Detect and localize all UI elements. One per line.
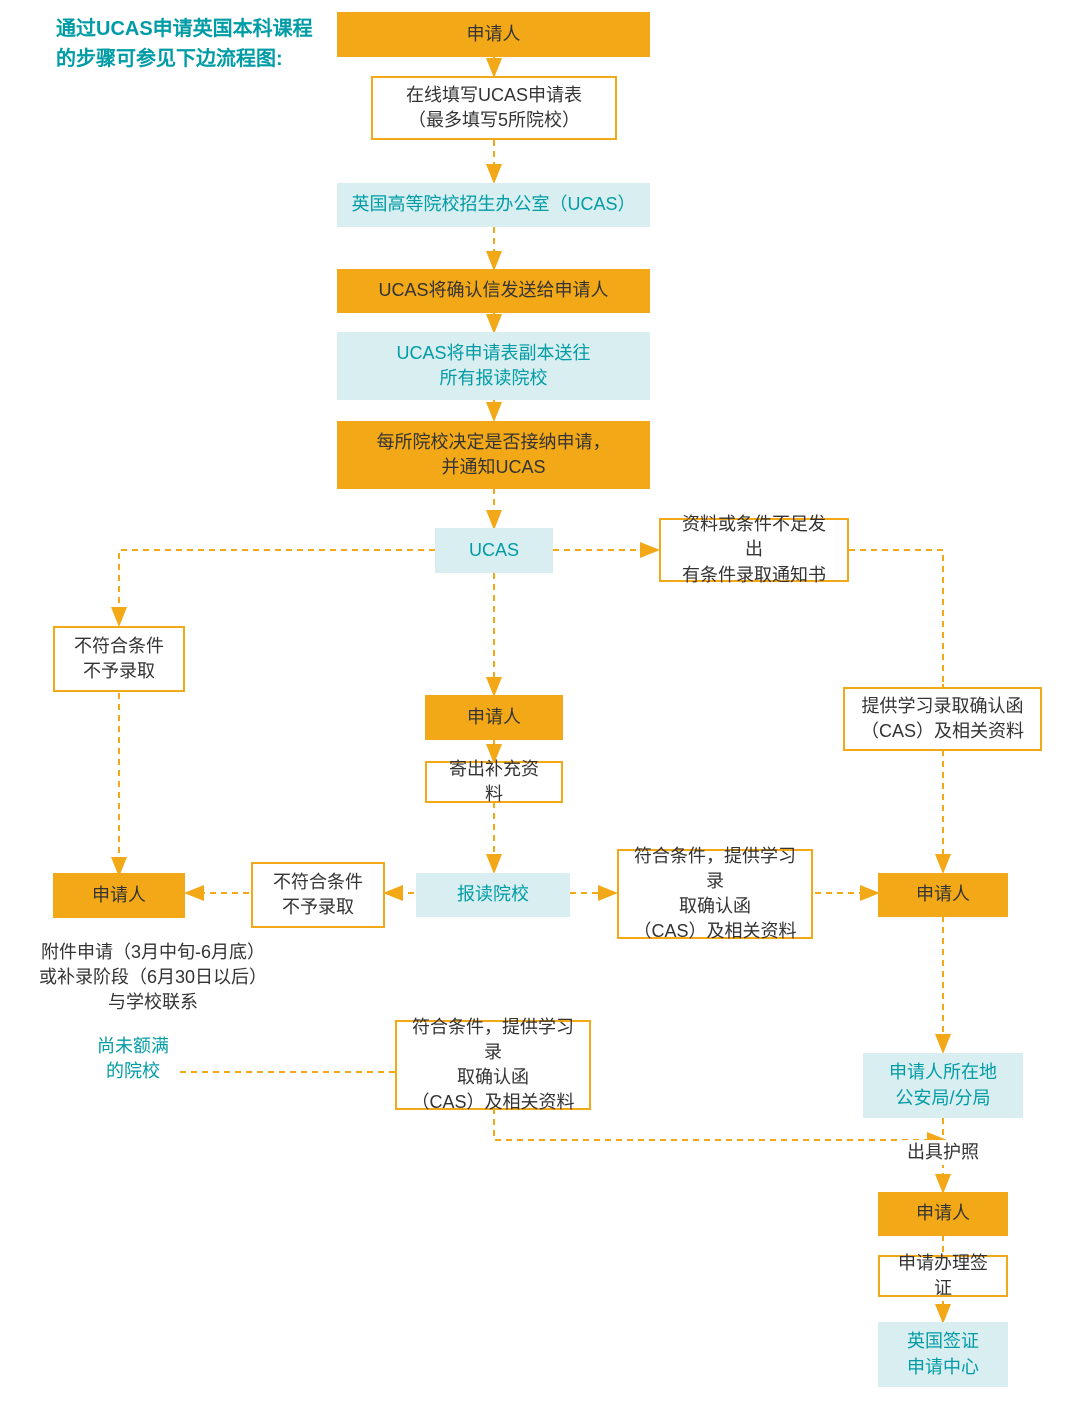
node-conditional-offer: 资料或条件不足发出 有条件录取通知书 [659, 518, 849, 582]
node-text: UCAS [469, 538, 519, 563]
node-reject-2: 不符合条件 不予录取 [251, 862, 385, 928]
node-apply-visa: 申请办理签证 [878, 1255, 1008, 1297]
node-provide-cas-1: 提供学习录取确认函 （CAS）及相关资料 [843, 687, 1042, 751]
node-applicant-1: 申请人 [337, 12, 650, 57]
flowchart-title: 通过UCAS申请英国本科课程 的步骤可参见下边流程图: [56, 14, 313, 74]
node-text: 寄出补充资料 [441, 757, 547, 807]
node-ucas: UCAS [435, 528, 553, 573]
node-applicant-2: 申请人 [425, 695, 563, 740]
node-text: 不符合条件 不予录取 [74, 634, 164, 684]
not-full-school: 尚未额满 的院校 [78, 1034, 188, 1084]
node-text: 申请人 [467, 22, 521, 47]
node-text: 英国高等院校招生办公室（UCAS） [351, 192, 635, 217]
node-text: UCAS将申请表副本送往 所有报读院校 [396, 341, 590, 391]
node-applicant-3: 申请人 [53, 873, 185, 918]
title-line2: 的步骤可参见下边流程图: [56, 44, 313, 74]
node-text: 申请人 [916, 1201, 970, 1226]
node-text: 尚未额满 的院校 [97, 1036, 169, 1081]
issue-passport: 出具护照 [900, 1140, 986, 1165]
node-text: UCAS将确认信发送给申请人 [378, 278, 608, 303]
attach-note: 附件申请（3月中旬-6月底） 或补录阶段（6月30日以后） 与学校联系 [23, 940, 283, 1016]
node-fill-form: 在线填写UCAS申请表 （最多填写5所院校） [371, 76, 617, 140]
title-line1: 通过UCAS申请英国本科课程 [56, 14, 313, 44]
node-text: 在线填写UCAS申请表 （最多填写5所院校） [406, 83, 582, 133]
node-applicant-4: 申请人 [878, 873, 1008, 917]
node-enrolled-school: 报读院校 [416, 873, 570, 917]
node-applicant-5: 申请人 [878, 1192, 1008, 1236]
node-school-decide: 每所院校决定是否接纳申请， 并通知UCAS [337, 421, 650, 489]
node-text: 附件申请（3月中旬-6月底） 或补录阶段（6月30日以后） 与学校联系 [39, 942, 267, 1012]
node-provide-cas-3: 符合条件，提供学习录 取确认函 （CAS）及相关资料 [395, 1020, 591, 1110]
node-send-supplement: 寄出补充资料 [425, 761, 563, 803]
node-provide-cas-2: 符合条件，提供学习录 取确认函 （CAS）及相关资料 [617, 849, 813, 939]
node-text: 不符合条件 不予录取 [273, 870, 363, 920]
node-send-copy: UCAS将申请表副本送往 所有报读院校 [337, 332, 650, 400]
node-text: 提供学习录取确认函 （CAS）及相关资料 [861, 694, 1024, 744]
node-text: 申请人 [467, 705, 521, 730]
node-text: 出具护照 [907, 1142, 979, 1162]
node-ucas-office: 英国高等院校招生办公室（UCAS） [337, 183, 650, 227]
node-text: 英国签证 申请中心 [907, 1329, 979, 1379]
node-text: 符合条件，提供学习录 取确认函 （CAS）及相关资料 [411, 1015, 575, 1116]
node-reject-1: 不符合条件 不予录取 [53, 626, 185, 692]
node-text: 申请人 [92, 883, 146, 908]
node-confirm-letter: UCAS将确认信发送给申请人 [337, 269, 650, 313]
node-text: 申请办理签证 [894, 1251, 992, 1301]
node-text: 符合条件，提供学习录 取确认函 （CAS）及相关资料 [633, 844, 797, 945]
node-text: 资料或条件不足发出 有条件录取通知书 [675, 512, 833, 588]
node-police-station: 申请人所在地 公安局/分局 [863, 1053, 1023, 1118]
node-visa-center: 英国签证 申请中心 [878, 1322, 1008, 1387]
node-text: 报读院校 [457, 882, 529, 907]
node-text: 每所院校决定是否接纳申请， 并通知UCAS [377, 430, 611, 480]
node-text: 申请人所在地 公安局/分局 [889, 1060, 997, 1110]
node-text: 申请人 [916, 882, 970, 907]
